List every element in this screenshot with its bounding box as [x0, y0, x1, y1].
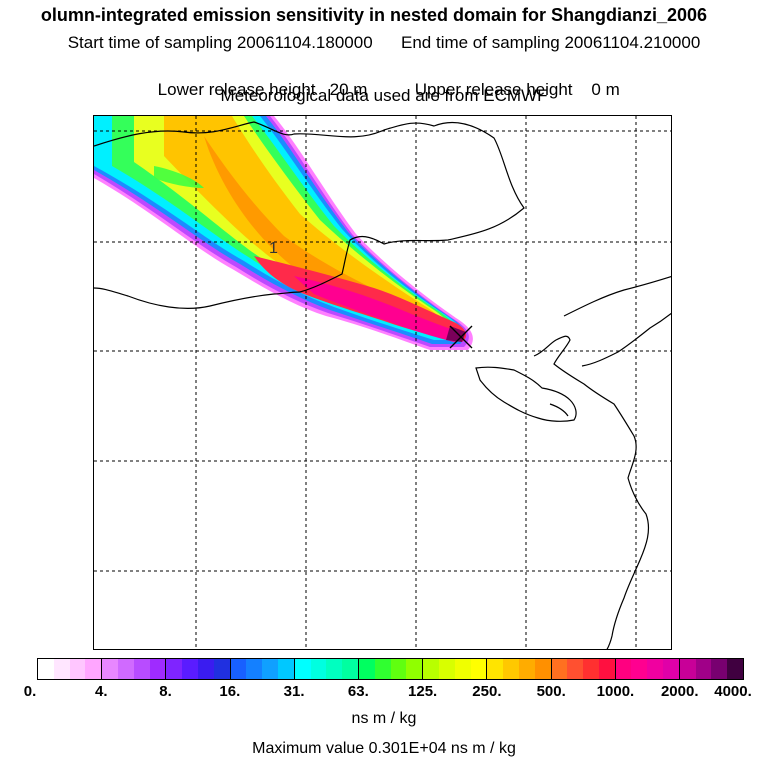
colorbar-swatch — [583, 659, 599, 679]
colorbar-swatch — [631, 659, 648, 679]
colorbar-tick-label: 2000. — [660, 683, 699, 700]
grid-lines — [94, 116, 671, 649]
colorbar-swatch — [534, 659, 551, 679]
colorbar-tick-label: 4. — [95, 683, 108, 700]
colorbar-swatch — [230, 659, 247, 679]
colorbar-swatch — [423, 659, 439, 679]
colorbar-swatch — [406, 659, 423, 679]
colorbar-tick-labels: 0. 4. 8. 16. 31. 63. 125. 250. 500. 1000. 2000. 400… — [0, 683, 768, 703]
start-time: Start time of sampling 20061104.180000 — [67, 33, 373, 52]
colorbar-swatch — [454, 659, 471, 679]
map-canvas: 1 — [94, 116, 671, 649]
colorbar-swatch — [390, 659, 407, 679]
colorbar-tick-label: 0. — [23, 683, 37, 700]
coastline-north-east — [581, 312, 671, 367]
colorbar-swatch — [711, 659, 728, 679]
colorbar-swatch — [663, 659, 679, 679]
colorbar-swatch — [182, 659, 198, 679]
colorbar-segment — [38, 659, 102, 679]
plume-dark-core — [446, 326, 466, 342]
colorbar-segment — [678, 659, 743, 679]
coastline-small-island — [549, 403, 569, 417]
sampling-times: Start time of sampling 20061104.180000 E… — [0, 33, 768, 53]
met-data-source: Meteorological data used are from ECMWF — [220, 86, 548, 105]
colorbar-swatch — [310, 659, 327, 679]
colorbar-segment — [486, 659, 551, 679]
colorbar-segment — [101, 659, 166, 679]
colorbar-swatch — [85, 659, 102, 679]
colorbar-swatch — [695, 659, 712, 679]
colorbar-tick-label: 1000. — [596, 683, 635, 700]
colorbar-swatch — [149, 659, 166, 679]
colorbar-segment — [165, 659, 230, 679]
colorbar-tick-label: 16. — [219, 683, 241, 700]
colorbar-swatch — [246, 659, 263, 679]
map-panel: 1 — [93, 115, 672, 650]
colorbar-segment — [422, 659, 487, 679]
colorbar-swatch — [102, 659, 118, 679]
coastlines-borders — [94, 121, 671, 649]
colorbar-swatch — [358, 659, 375, 679]
colorbar-tick-label: 8. — [159, 683, 172, 700]
colorbar-swatch — [470, 659, 487, 679]
colorbar-swatch — [438, 659, 455, 679]
colorbar-swatch — [53, 659, 70, 679]
release-marker-label: 1 — [269, 240, 278, 257]
emission-plume — [94, 116, 473, 350]
colorbar-segment — [293, 659, 358, 679]
colorbar-swatch — [38, 659, 54, 679]
colorbar-tick-label: 250. — [472, 683, 502, 700]
colorbar-swatch — [69, 659, 86, 679]
colorbar-swatch — [262, 659, 278, 679]
colorbar-swatch — [551, 659, 568, 679]
colorbar-swatch — [133, 659, 150, 679]
colorbar-segment — [229, 659, 294, 679]
upper-release-height: Upper release height 0 m — [414, 80, 620, 99]
colorbar-swatch — [213, 659, 230, 679]
colorbar — [37, 658, 744, 680]
colorbar-swatch — [342, 659, 358, 679]
map-title: olumn-integrated emission sensitivity in… — [40, 5, 708, 25]
colorbar-tick-label: 63. — [347, 683, 369, 700]
lower-release-height: Lower release height 20 m — [157, 80, 368, 99]
colorbar-swatch — [727, 659, 743, 679]
colorbar-segment — [550, 659, 615, 679]
colorbar-swatch — [117, 659, 134, 679]
colorbar-swatch — [166, 659, 183, 679]
coastline-east — [533, 335, 650, 649]
colorbar-tick-label: 125. — [408, 683, 438, 700]
colorbar-swatch — [294, 659, 311, 679]
colorbar-swatch — [598, 659, 615, 679]
colorbar-swatch — [615, 659, 632, 679]
colorbar-tick-label: 500. — [536, 683, 566, 700]
colorbar-swatch — [503, 659, 519, 679]
colorbar-tick-label: 4000. — [714, 683, 752, 700]
colorbar-swatch — [326, 659, 343, 679]
colorbar-tick-label: 31. — [283, 683, 305, 700]
colorbar-swatch — [518, 659, 535, 679]
colorbar-units: ns m / kg — [351, 710, 417, 727]
coastline-north — [94, 121, 525, 309]
end-time: End time of sampling 20061104.210000 — [401, 33, 701, 52]
colorbar-swatch — [647, 659, 664, 679]
colorbar-swatch — [374, 659, 391, 679]
colorbar-segment — [614, 659, 679, 679]
maximum-value: Maximum value 0.301E+04 ns m / kg — [252, 740, 516, 757]
plume-green-patch — [154, 166, 204, 188]
colorbar-segment — [357, 659, 423, 679]
release-site-marker — [449, 325, 473, 349]
plume-orange-band — [164, 116, 445, 330]
colorbar-swatch — [487, 659, 504, 679]
release-heights: Lower release height 20 m Upper release … — [0, 60, 768, 100]
colorbar-swatch — [567, 659, 584, 679]
colorbar-swatch — [679, 659, 696, 679]
border-northeast — [563, 275, 671, 317]
coastline-peninsula — [475, 366, 577, 422]
colorbar-swatch — [277, 659, 294, 679]
plume-magenta-core — [294, 276, 459, 342]
colorbar-swatch — [197, 659, 214, 679]
